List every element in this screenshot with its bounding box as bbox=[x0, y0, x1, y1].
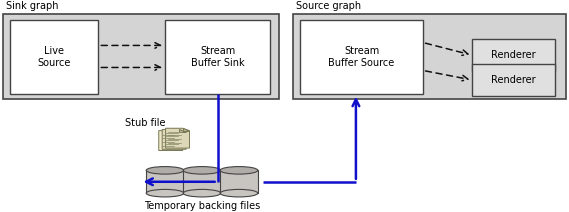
Ellipse shape bbox=[220, 167, 258, 174]
Text: Renderer: Renderer bbox=[491, 50, 536, 60]
Text: Renderer: Renderer bbox=[491, 75, 536, 85]
Bar bbox=[472, 64, 555, 96]
Bar bbox=[300, 20, 423, 94]
Text: Sink graph: Sink graph bbox=[6, 0, 58, 11]
Polygon shape bbox=[220, 170, 258, 193]
Text: Live
Source: Live Source bbox=[38, 46, 71, 68]
Text: Stream
Buffer Sink: Stream Buffer Sink bbox=[191, 46, 245, 68]
Polygon shape bbox=[166, 128, 189, 148]
Ellipse shape bbox=[220, 189, 258, 197]
Polygon shape bbox=[176, 131, 183, 133]
Ellipse shape bbox=[183, 167, 221, 174]
Polygon shape bbox=[183, 128, 189, 131]
Text: Source graph: Source graph bbox=[296, 0, 361, 11]
Ellipse shape bbox=[183, 189, 221, 197]
Polygon shape bbox=[146, 170, 184, 193]
Polygon shape bbox=[179, 130, 186, 132]
Text: Temporary backing files: Temporary backing files bbox=[144, 201, 260, 211]
Bar bbox=[293, 14, 566, 99]
Polygon shape bbox=[162, 130, 186, 149]
Polygon shape bbox=[159, 131, 183, 151]
Polygon shape bbox=[183, 170, 221, 193]
Bar bbox=[3, 14, 279, 99]
Ellipse shape bbox=[146, 167, 184, 174]
Ellipse shape bbox=[146, 189, 184, 197]
Bar bbox=[472, 39, 555, 71]
Text: Stub file: Stub file bbox=[125, 118, 166, 128]
Text: Stream
Buffer Source: Stream Buffer Source bbox=[328, 46, 395, 68]
Bar bbox=[165, 20, 270, 94]
Bar bbox=[10, 20, 98, 94]
